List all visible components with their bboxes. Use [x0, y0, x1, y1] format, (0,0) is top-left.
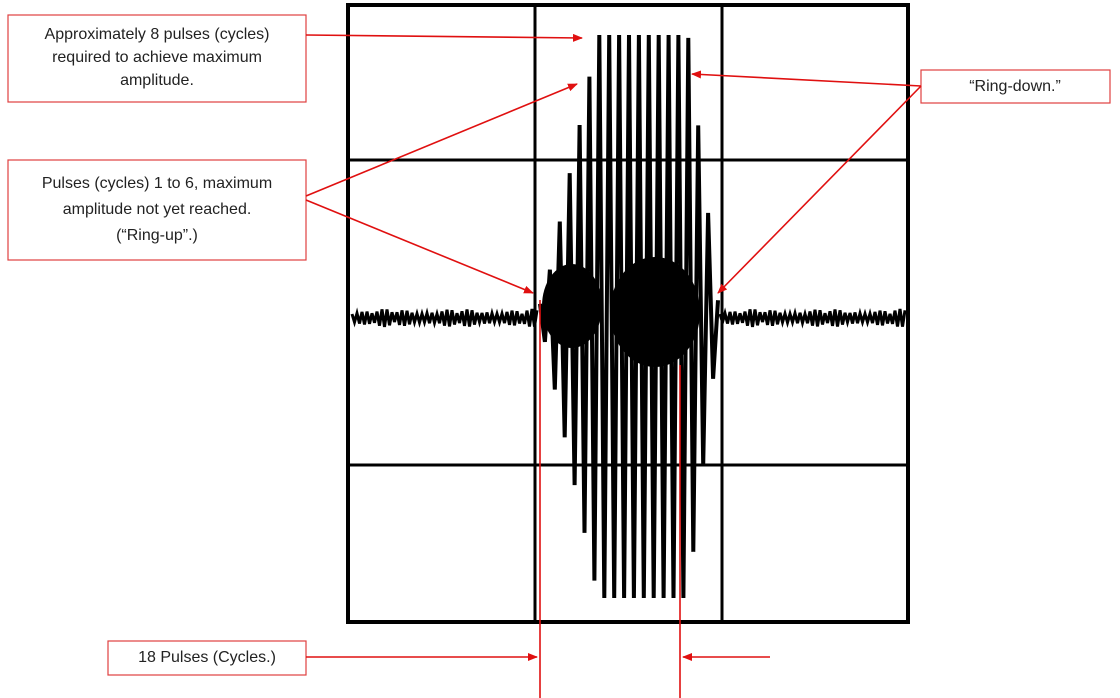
annotation-text: amplitude not yet reached.: [63, 201, 252, 218]
annotation-text: Approximately 8 pulses (cycles): [45, 26, 270, 43]
annotation-text: (“Ring-up”.): [116, 227, 198, 244]
diagram: Approximately 8 pulses (cycles) required…: [0, 0, 1120, 698]
annotation-text: Pulses (cycles) 1 to 6, maximum: [42, 175, 272, 192]
annotation-text: amplitude.: [120, 72, 194, 89]
annotation-text: “Ring-down.”: [969, 78, 1061, 95]
annotation-text: required to achieve maximum: [52, 49, 262, 66]
oscilloscope: [348, 5, 908, 622]
annotation-text: 18 Pulses (Cycles.): [138, 649, 276, 666]
